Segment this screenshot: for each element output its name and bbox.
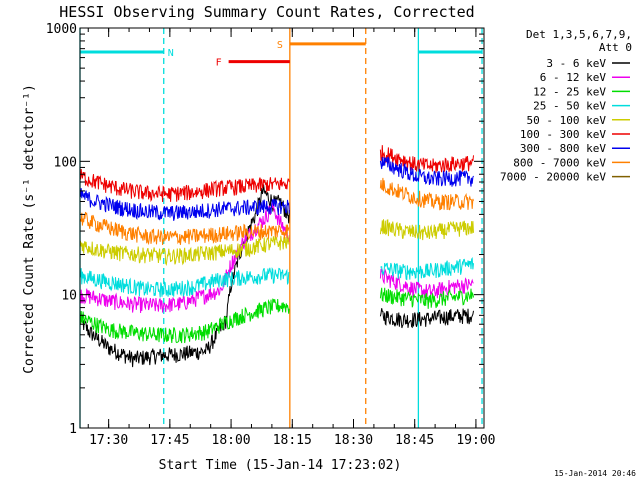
generation-timestamp: 15-Jan-2014 20:46 — [554, 469, 636, 478]
series-line — [79, 200, 290, 314]
y-tick-label: 100 — [54, 155, 77, 170]
legend-entry-label: 25 - 50 keV — [533, 100, 606, 113]
legend-entry-label: 12 - 25 keV — [533, 85, 606, 98]
x-tick-label: 19:00 — [456, 433, 495, 448]
y-tick-label: 1000 — [46, 22, 77, 37]
series-line — [79, 267, 290, 298]
series-line — [79, 234, 290, 267]
y-axis-label: Corrected Count Rate (s⁻¹ detector⁻¹) — [22, 84, 37, 374]
series-line — [79, 298, 290, 344]
plot-frame — [79, 27, 485, 429]
legend-entry-label: 100 - 300 keV — [520, 128, 606, 141]
x-tick-label: 17:30 — [89, 433, 128, 448]
series-line — [379, 287, 474, 309]
series-line — [79, 184, 290, 368]
legend-entry-label: 6 - 12 keV — [540, 71, 607, 84]
x-axis-label: Start Time (15-Jan-14 17:23:02) — [159, 458, 402, 473]
interval-label: S — [277, 40, 283, 51]
series-line — [79, 188, 290, 221]
x-tick-label: 18:00 — [212, 433, 251, 448]
x-tick-label: 17:45 — [150, 433, 189, 448]
y-tick-label: 10 — [61, 289, 77, 304]
x-tick-label: 18:45 — [395, 433, 434, 448]
legend-header-detectors: Det 1,3,5,6,7,9, — [526, 28, 632, 41]
series-line — [79, 168, 290, 203]
interval-label: F — [216, 58, 222, 69]
series-line — [380, 257, 474, 281]
legend-entry-label: 800 - 7000 keV — [513, 156, 606, 169]
series-line — [379, 177, 474, 211]
legend-header-attenuator: Att 0 — [599, 41, 632, 54]
legend-entry-label: 300 - 800 keV — [520, 142, 606, 155]
chart-title: HESSI Observing Summary Count Rates, Cor… — [59, 3, 474, 21]
interval-label: N — [168, 48, 174, 59]
annotation-layer: N F S — [79, 28, 483, 428]
legend-entry-label: 7000 - 20000 keV — [500, 171, 606, 184]
legend-entry-label: 3 - 6 keV — [546, 57, 606, 70]
x-tick-label: 18:30 — [334, 433, 373, 448]
series-line — [379, 219, 474, 241]
series-layer — [79, 145, 474, 368]
x-tick-label: 18:15 — [273, 433, 312, 448]
series-line — [379, 156, 474, 187]
legend-entry-label: 50 - 100 keV — [527, 114, 607, 127]
series-line — [379, 308, 474, 329]
axes-layer: 17:30 17:45 18:00 18:15 18:30 18:45 19:00 1 10 10… — [46, 22, 496, 448]
series-line — [79, 211, 290, 246]
y-tick-label: 1 — [69, 422, 77, 437]
